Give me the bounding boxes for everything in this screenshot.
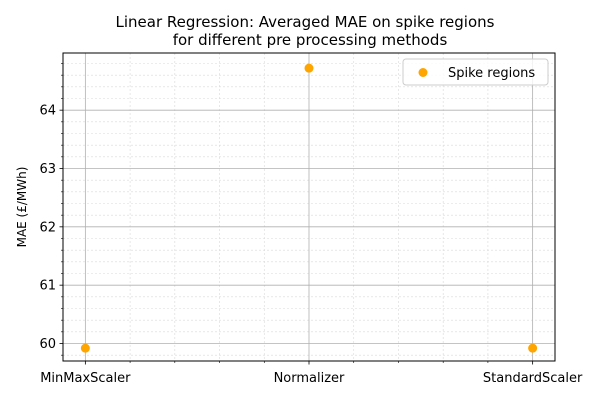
x-tick-label: Normalizer [274,371,345,386]
chart-subtitle: for different pre processing methods [173,31,448,49]
y-tick-label: 64 [39,104,56,119]
data-point [528,343,538,353]
major-gridlines [63,53,555,361]
y-tick-labels: 60 61 62 63 64 [39,104,56,352]
y-tick-label: 60 [39,337,56,352]
x-tick-label: MinMaxScaler [40,371,131,386]
y-tick-label: 63 [39,162,56,177]
legend-box [402,58,549,86]
y-tick-label: 61 [39,279,56,294]
y-tick-label: 62 [39,220,56,235]
x-tick-label: StandardScaler [483,371,583,386]
legend: Spike regions [402,58,549,86]
legend-marker [418,68,428,77]
legend-label: Spike regions [448,66,535,81]
data-point [80,343,90,353]
data-point [304,63,314,73]
chart-title: Linear Regression: Averaged MAE on spike… [116,13,495,31]
y-axis-label: MAE (£/MWh) [15,167,29,248]
x-tick-labels: MinMaxScaler Normalizer StandardScaler [40,371,583,386]
axis-ticks [59,63,534,365]
data-points [80,63,538,353]
